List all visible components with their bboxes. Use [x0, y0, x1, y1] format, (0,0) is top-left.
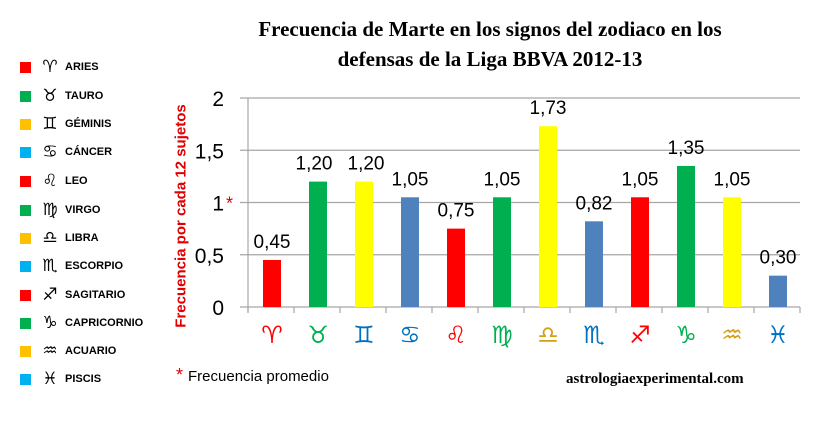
bar-acuario: [723, 197, 741, 307]
legend-swatch: [20, 289, 31, 301]
zodiac-aries-icon: ♈: [42, 57, 58, 77]
zodiac-escorpio-icon: ♏: [583, 321, 605, 349]
data-label: 0,30: [760, 248, 797, 269]
chart-title-line1: Frecuencia de Marte en los signos del zo…: [258, 17, 722, 41]
legend-swatch: [20, 232, 31, 244]
zodiac-sagitario-icon: ♐: [42, 285, 58, 305]
zodiac-leo-icon: ♌: [42, 171, 58, 191]
zodiac-tauro-icon: ♉: [42, 86, 58, 106]
bar-capricornio: [677, 165, 695, 307]
legend-item-virgo: ♍ VIRGO: [20, 200, 100, 220]
chart-title-line2: defensas de la Liga BBVA 2012-13: [337, 47, 643, 71]
average-marker-star: *: [226, 194, 233, 214]
zodiac-libra-icon: ♎: [42, 228, 58, 248]
legend-item-géminis: ♊ GÉMINIS: [20, 114, 111, 134]
bar-leo: [447, 228, 465, 307]
bar-piscis: [769, 275, 787, 307]
bar-tauro: [309, 181, 327, 307]
data-label: 1,20: [348, 154, 385, 175]
zodiac-cáncer-icon: ♋: [399, 321, 421, 349]
legend-swatch: [20, 118, 31, 130]
legend-item-tauro: ♉ TAURO: [20, 86, 103, 106]
legend-swatch: [20, 260, 31, 272]
legend-swatch: [20, 146, 31, 158]
zodiac-aries-icon: ♈: [261, 321, 283, 349]
zodiac-capricornio-icon: ♑: [42, 313, 58, 333]
legend-label: CÁNCER: [65, 146, 113, 158]
legend-label: LEO: [65, 175, 88, 187]
legend-item-acuario: ♒ ACUARIO: [20, 341, 116, 361]
footnote-text: Frecuencia promedio: [188, 368, 329, 385]
bar-aries: [263, 259, 281, 307]
legend-label: CAPRICORNIO: [65, 317, 144, 329]
legend-item-piscis: ♓ PISCIS: [20, 369, 101, 389]
legend-item-cáncer: ♋ CÁNCER: [20, 142, 112, 162]
legend-swatch: [20, 373, 31, 385]
legend-label: PISCIS: [65, 373, 102, 385]
bar-sagitario: [631, 197, 649, 307]
zodiac-virgo-icon: ♍: [42, 200, 58, 220]
data-label: 0,75: [438, 201, 475, 222]
legend-item-leo: ♌ LEO: [20, 171, 88, 191]
legend-swatch: [20, 204, 31, 216]
data-label: 1,05: [484, 169, 521, 190]
zodiac-acuario-icon: ♒: [42, 341, 58, 361]
legend-item-aries: ♈ ARIES: [20, 57, 99, 77]
zodiac-capricornio-icon: ♑: [675, 321, 697, 349]
bar-géminis: [355, 181, 373, 307]
data-label: 1,73: [530, 98, 567, 119]
bar-cáncer: [401, 197, 419, 307]
legend-label: ESCORPIO: [65, 260, 124, 272]
zodiac-leo-icon: ♌: [445, 321, 467, 349]
legend-label: ARIES: [65, 61, 99, 73]
legend-swatch: [20, 175, 31, 187]
y-tick-label: 1: [212, 193, 224, 216]
footnote: * Frecuencia promedio: [176, 365, 329, 386]
legend-label: VIRGO: [65, 204, 101, 216]
legend-swatch: [20, 345, 31, 357]
data-label: 1,05: [622, 169, 659, 190]
bar-escorpio: [585, 221, 603, 307]
legend-swatch: [20, 317, 31, 329]
zodiac-libra-icon: ♎: [537, 321, 559, 349]
data-label: 1,35: [668, 138, 705, 159]
bar-virgo: [493, 197, 511, 307]
legend-item-sagitario: ♐ SAGITARIO: [20, 285, 125, 305]
zodiac-géminis-icon: ♊: [42, 114, 58, 134]
y-tick-label: 0,5: [195, 245, 224, 268]
legend-label: TAURO: [65, 90, 104, 102]
legend-swatch: [20, 61, 31, 73]
legend-item-libra: ♎ LIBRA: [20, 228, 99, 248]
zodiac-piscis-icon: ♓: [767, 321, 789, 349]
y-tick-label: 2: [212, 88, 224, 111]
zodiac-sagitario-icon: ♐: [629, 321, 651, 349]
legend-item-capricornio: ♑ CAPRICORNIO: [20, 313, 143, 333]
zodiac-piscis-icon: ♓: [42, 369, 58, 389]
legend-label: ACUARIO: [65, 345, 117, 357]
y-tick-label: 1,5: [195, 140, 224, 163]
bar-libra: [539, 126, 557, 307]
data-label: 1,05: [392, 169, 429, 190]
chart-title: Frecuencia de Marte en los signos del zo…: [190, 14, 790, 74]
legend-item-escorpio: ♏ ESCORPIO: [20, 256, 123, 276]
data-label: 1,05: [714, 169, 751, 190]
legend-label: GÉMINIS: [65, 118, 112, 130]
y-tick-label: 0: [212, 297, 224, 320]
zodiac-cáncer-icon: ♋: [42, 142, 58, 162]
data-label: 1,20: [296, 154, 333, 175]
legend-swatch: [20, 90, 31, 102]
zodiac-tauro-icon: ♉: [307, 321, 329, 349]
source-credit: astrologiaexperimental.com: [566, 371, 744, 387]
legend-label: SAGITARIO: [65, 289, 126, 301]
data-label: 0,82: [576, 193, 613, 214]
zodiac-acuario-icon: ♒: [721, 321, 743, 349]
zodiac-escorpio-icon: ♏: [42, 256, 58, 276]
zodiac-géminis-icon: ♊: [353, 321, 375, 349]
legend-label: LIBRA: [65, 232, 99, 244]
data-label: 0,45: [254, 232, 291, 253]
zodiac-virgo-icon: ♍: [491, 321, 513, 349]
footnote-star: *: [176, 365, 184, 385]
